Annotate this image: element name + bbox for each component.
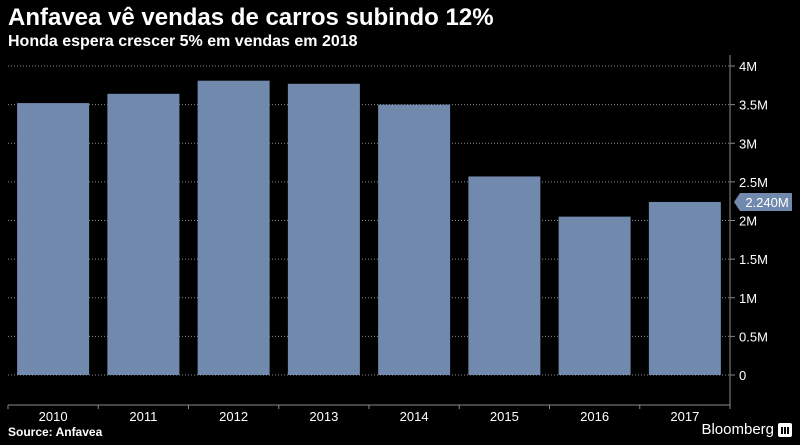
x-tick-label: 2017	[670, 409, 699, 424]
x-tick-label: 2013	[309, 409, 338, 424]
y-tick-label: 3M	[739, 136, 757, 151]
bar	[17, 103, 90, 375]
x-tick-label: 2016	[580, 409, 609, 424]
y-tick-label: 3.5M	[739, 98, 768, 113]
source-note: Source: Anfavea	[8, 425, 103, 439]
x-tick-label: 2015	[490, 409, 519, 424]
y-tick-label: 2.5M	[739, 175, 768, 190]
x-tick-label: 2014	[400, 409, 429, 424]
bar	[558, 216, 631, 375]
y-tick-label: 2M	[739, 214, 757, 229]
bar	[197, 80, 270, 376]
x-tick-label: 2012	[219, 409, 248, 424]
brand-name: Bloomberg	[701, 421, 774, 438]
y-tick-label: 1.5M	[739, 252, 768, 267]
y-tick-label: 1M	[739, 291, 757, 306]
bar	[107, 93, 180, 375]
bloomberg-terminal-icon	[778, 422, 792, 437]
x-tick-label: 2010	[39, 409, 68, 424]
last-value-callout	[734, 192, 792, 211]
bar	[648, 201, 721, 375]
y-tick-label: 0	[739, 368, 746, 383]
chart-subtitle: Honda espera crescer 5% em vendas em 201…	[8, 33, 358, 50]
bar	[378, 104, 451, 375]
last-value-label: 2.240M	[745, 195, 788, 210]
bar	[287, 83, 360, 375]
bar	[468, 176, 541, 375]
brand-logo: Bloomberg	[701, 421, 792, 438]
y-tick-label: 0.5M	[739, 329, 768, 344]
y-tick-label: 4M	[739, 59, 757, 74]
x-tick-label: 2011	[129, 409, 157, 424]
chart-title: Anfavea vê vendas de carros subindo 12%	[8, 4, 494, 31]
